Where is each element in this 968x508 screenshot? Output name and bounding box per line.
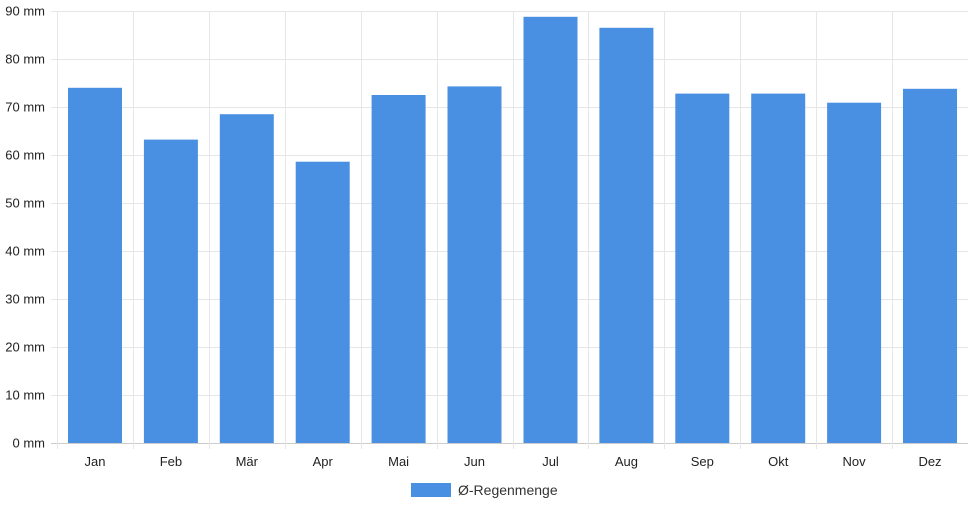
x-tick-label: Nov [843, 454, 867, 469]
y-tick-label: 80 mm [5, 52, 45, 67]
x-tick-label: Mai [388, 454, 409, 469]
bar-nov[interactable] [827, 102, 882, 443]
axis-layer: 0 mm 10 mm 20 mm 30 mm 40 mm 50 mm 60 mm 70 mm 8… [5, 4, 941, 470]
y-tick-label: 10 mm [5, 388, 45, 403]
y-tick-label: 40 mm [5, 244, 45, 259]
bar-dez[interactable] [903, 88, 957, 444]
x-tick-label: Sep [691, 454, 714, 469]
y-tick-label: 70 mm [5, 100, 45, 115]
bar-series [68, 16, 957, 444]
bar-feb[interactable] [143, 139, 198, 443]
bar-jun[interactable] [447, 86, 502, 444]
bar-jul[interactable] [523, 16, 578, 444]
x-tick-label: Apr [313, 454, 334, 469]
bar-apr[interactable] [295, 161, 350, 443]
bar-jan[interactable] [68, 87, 122, 444]
bar-mai[interactable] [371, 95, 426, 443]
y-tick-label: 60 mm [5, 148, 45, 163]
legend-label: Ø-Regenmenge [458, 482, 558, 498]
x-tick-label: Mär [236, 454, 259, 469]
x-tick-label: Okt [768, 454, 789, 469]
chart-legend[interactable]: Ø-Regenmenge [411, 482, 558, 498]
x-tick-label: Aug [615, 454, 638, 469]
bar-aug[interactable] [599, 27, 654, 444]
bar-sep[interactable] [675, 93, 730, 443]
y-tick-label: 50 mm [5, 196, 45, 211]
legend-swatch [411, 483, 451, 497]
x-tick-label: Jan [85, 454, 106, 469]
bar-mär[interactable] [219, 114, 274, 443]
x-tick-label: Feb [160, 454, 182, 469]
x-tick-label: Dez [918, 454, 941, 469]
y-tick-label: 0 mm [13, 436, 46, 451]
x-tick-label: Jul [542, 454, 559, 469]
bar-okt[interactable] [751, 93, 806, 443]
y-tick-label: 20 mm [5, 340, 45, 355]
y-tick-label: 30 mm [5, 292, 45, 307]
grid-lines [51, 11, 968, 449]
y-tick-label: 90 mm [5, 4, 45, 19]
x-tick-label: Jun [464, 454, 485, 469]
